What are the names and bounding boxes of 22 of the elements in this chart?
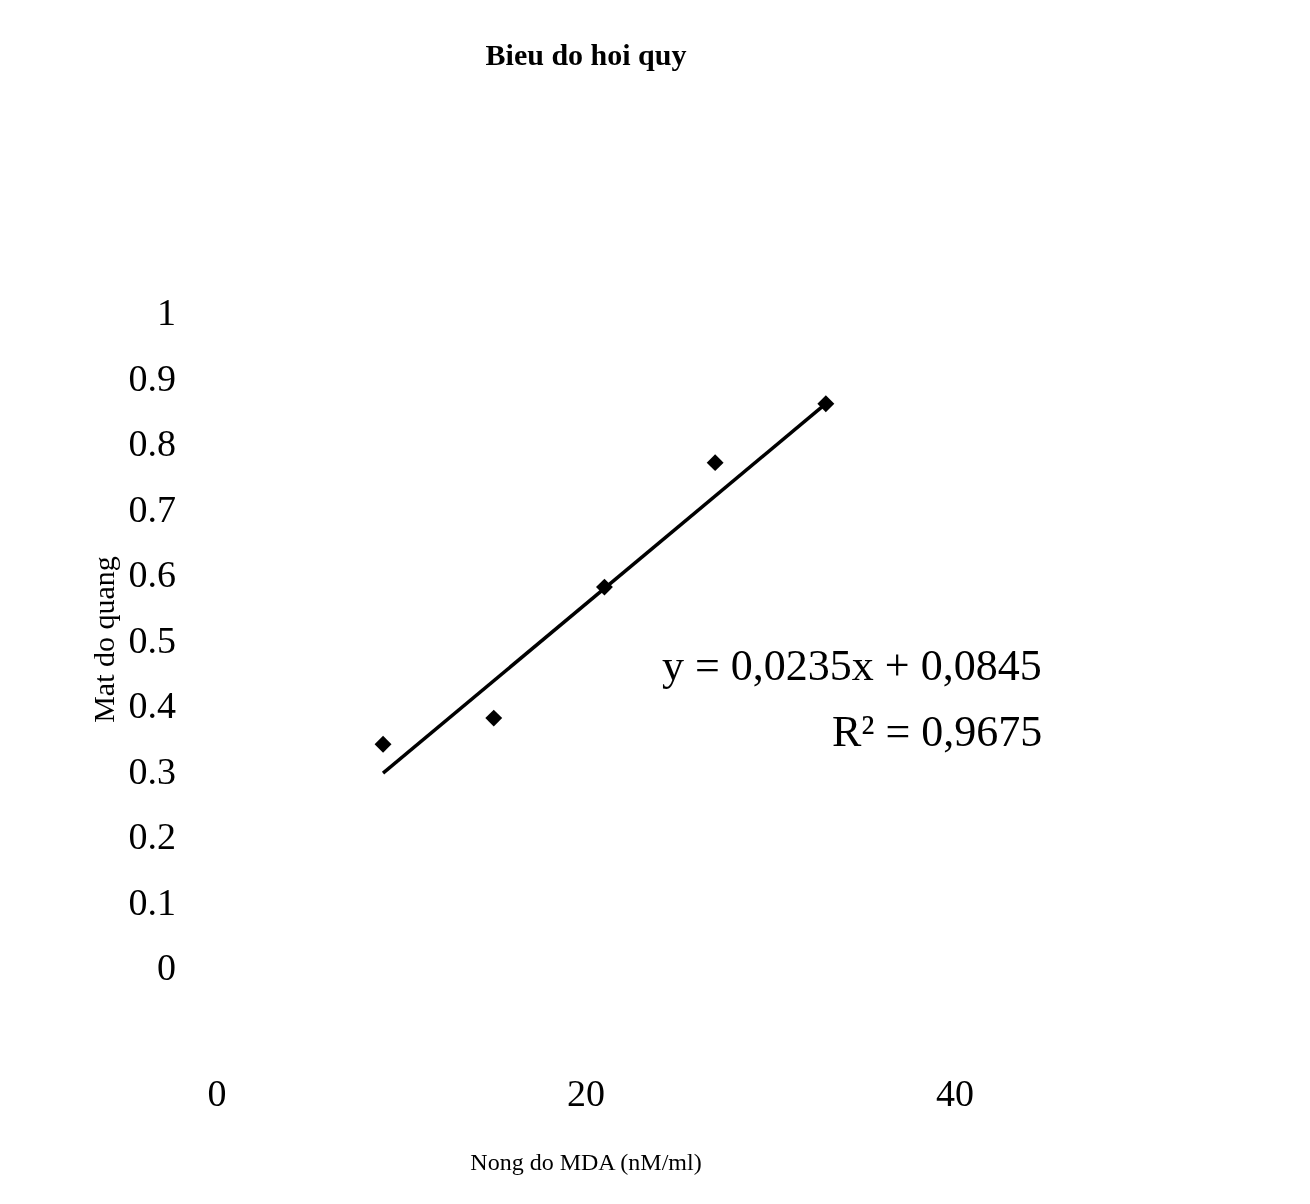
annotation: y = 0,0235x + 0,0845 bbox=[662, 641, 1042, 690]
annotation: R² = 0,9675 bbox=[832, 707, 1043, 756]
point bbox=[485, 709, 503, 727]
y-tick-label: 0.9 bbox=[128, 356, 176, 399]
y-tick-label: 0.6 bbox=[128, 553, 176, 596]
y-tick-label: 0.7 bbox=[128, 487, 176, 530]
y-tick-label: 0.4 bbox=[128, 684, 176, 727]
y-tick-label: 1 bbox=[157, 291, 176, 334]
x-tick-label: 20 bbox=[567, 1072, 605, 1114]
y-tick-label: 0.8 bbox=[128, 422, 176, 465]
y-tick-label: 0.1 bbox=[128, 880, 176, 923]
point bbox=[374, 735, 392, 753]
chart-title: Bieu do hoi quy bbox=[485, 37, 687, 71]
y-axis-title: Mat do quang bbox=[86, 556, 120, 723]
y-tick-label: 0.5 bbox=[128, 618, 176, 661]
y-tick-label: 0 bbox=[157, 946, 176, 989]
y-tick-label: 0.2 bbox=[128, 815, 176, 858]
x-tick-label: 40 bbox=[936, 1072, 974, 1114]
y-tick-label: 0.3 bbox=[128, 749, 176, 792]
x-axis-title: Nong do MDA (nM/ml) bbox=[470, 1149, 702, 1176]
x-tick-label: 0 bbox=[207, 1072, 227, 1114]
point bbox=[706, 454, 724, 472]
